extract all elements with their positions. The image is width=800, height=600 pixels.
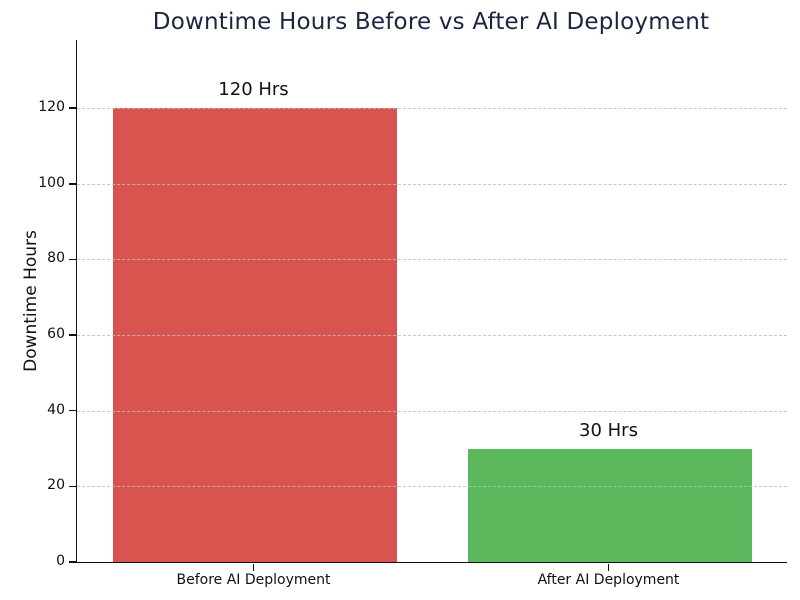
y-tick-label: 40 [47,401,65,418]
y-tick-label: 100 [38,174,65,191]
bar-before-ai-deployment [112,108,397,562]
bars-layer [77,40,787,562]
y-tick-mark [69,107,76,109]
bar-value-label: 120 Hrs [218,79,289,101]
y-tick-label: 20 [47,477,65,494]
y-tick-label: 60 [47,326,65,343]
bar-after-ai-deployment [467,448,752,562]
plot-area [76,40,787,563]
y-tick-label: 80 [47,250,65,267]
bar-value-label: 30 Hrs [579,419,638,441]
x-tick-label: Before AI Deployment [176,572,331,588]
y-tick-mark [69,334,76,336]
y-tick-mark [69,409,76,412]
x-tick-mark [252,564,255,571]
chart-title: Downtime Hours Before vs After AI Deploy… [152,9,710,35]
y-tick-label: 120 [38,99,65,116]
y-tick-label: 0 [56,553,65,569]
y-tick-mark [69,485,76,488]
y-tick-mark [69,258,76,261]
x-tick-label: After AI Deployment [537,572,680,588]
y-tick-mark [69,182,76,185]
x-tick-mark [607,564,610,571]
y-tick-mark [69,561,76,563]
